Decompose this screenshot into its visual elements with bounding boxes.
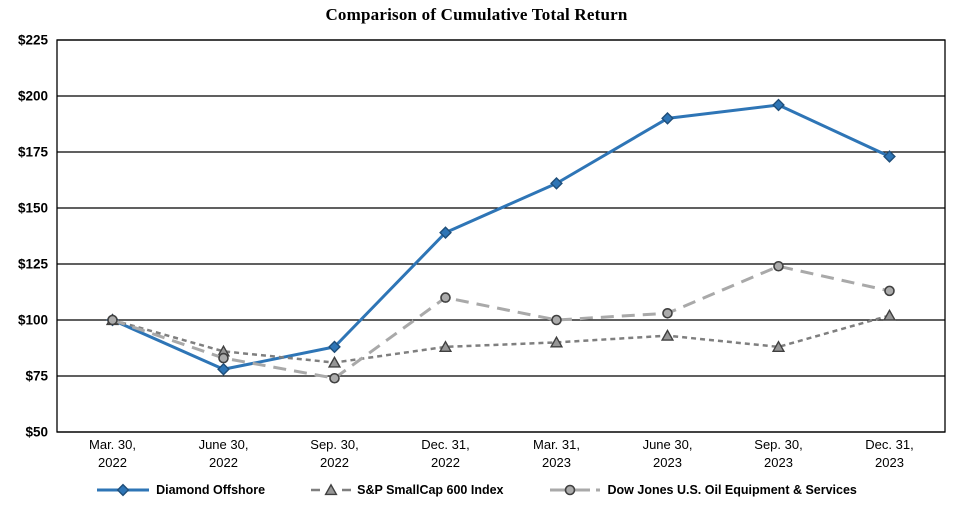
x-tick-label: June 30, <box>199 437 249 452</box>
circle-marker-icon <box>884 285 895 297</box>
x-tick-label: Dec. 31, <box>421 437 469 452</box>
y-tick-label: $50 <box>25 425 48 440</box>
diamond-offshore-legend-marker-icon <box>97 483 150 497</box>
legend-item-dow-jones-oil-equipment-services: Dow Jones U.S. Oil Equipment & Services <box>549 483 857 497</box>
plot-area: $225 $200 $175 $150 $125 $100 $75 $50 Mar. 30, 20… <box>18 33 946 470</box>
x-tick-label: 2022 <box>98 455 127 470</box>
legend-item-sp-smallcap-600-index: S&P SmallCap 600 Index <box>311 483 504 497</box>
y-tick-label: $200 <box>18 89 48 104</box>
circle-marker-icon <box>551 314 562 326</box>
y-tick-label: $125 <box>18 257 49 272</box>
triangle-marker-icon <box>438 340 453 352</box>
series-dow-jones-u-s-oil-equipment-services <box>107 260 895 384</box>
x-tick-label: Sep. 30, <box>310 437 358 452</box>
y-tick-label: $225 <box>18 33 49 48</box>
diamond-marker-icon <box>883 150 896 163</box>
x-tick-label: 2023 <box>764 455 793 470</box>
circle-marker-icon <box>773 260 784 272</box>
series-s-p-smallcap-600-index <box>105 308 897 368</box>
x-axis-labels: Mar. 30, 2022 June 30, 2022 Sep. 30, 2022 Dec.… <box>89 437 914 470</box>
diamond-marker-icon <box>550 176 563 190</box>
legend-label-dow-jones-oil-equipment-services: Dow Jones U.S. Oil Equipment & Services <box>607 483 857 497</box>
triangle-marker-icon <box>771 340 786 352</box>
x-tick-label: June 30, <box>643 437 693 452</box>
plot-frame <box>56 39 946 433</box>
legend-label-sp-smallcap-600-index: S&P SmallCap 600 Index <box>357 483 504 497</box>
circle-marker-icon <box>218 352 229 364</box>
y-tick-label: $75 <box>25 369 48 384</box>
y-tick-label: $175 <box>18 145 49 160</box>
y-axis-labels: $225 $200 $175 $150 $125 $100 $75 $50 <box>18 33 49 440</box>
diamond-marker-icon <box>328 340 341 354</box>
circle-marker-icon <box>440 292 451 303</box>
x-tick-label: 2022 <box>209 455 238 470</box>
series-line <box>111 103 891 371</box>
x-tick-label: Sep. 30, <box>754 437 802 452</box>
dow-jones-legend-marker-icon <box>549 484 600 496</box>
legend-item-diamond-offshore: Diamond Offshore <box>96 483 265 497</box>
series-diamond-offshore <box>106 98 896 376</box>
chart-title: Comparison of Cumulative Total Return <box>325 5 628 24</box>
circle-marker-icon <box>329 372 340 384</box>
series-line <box>112 264 890 380</box>
x-tick-label: 2022 <box>320 455 349 470</box>
legend-label-diamond-offshore: Diamond Offshore <box>156 483 266 497</box>
triangle-marker-icon <box>324 483 338 496</box>
x-tick-label: 2023 <box>542 455 571 470</box>
diamond-marker-icon <box>439 226 452 240</box>
triangle-marker-icon <box>327 355 342 368</box>
chart-legend: Diamond Offshore S&P SmallCap 600 Index … <box>0 483 953 497</box>
triangle-marker-icon <box>882 308 897 321</box>
circle-marker-icon <box>564 484 575 496</box>
x-tick-label: Mar. 31, <box>533 437 580 452</box>
diamond-marker-icon <box>116 483 130 497</box>
x-tick-label: 2023 <box>875 455 904 470</box>
y-tick-label: $100 <box>18 313 48 328</box>
triangle-marker-icon <box>660 329 675 341</box>
triangle-marker-icon <box>549 335 564 348</box>
circle-marker-icon <box>107 314 118 326</box>
sp-smallcap-legend-marker-icon <box>311 483 352 496</box>
y-tick-label: $150 <box>18 201 48 216</box>
x-tick-label: Mar. 30, <box>89 437 136 452</box>
diamond-marker-icon <box>217 362 230 376</box>
x-tick-label: 2022 <box>431 455 460 470</box>
circle-marker-icon <box>662 307 673 319</box>
x-tick-label: 2023 <box>653 455 682 470</box>
diamond-marker-icon <box>772 98 785 112</box>
x-tick-label: Dec. 31, <box>865 437 913 452</box>
gridlines <box>57 39 945 433</box>
diamond-marker-icon <box>661 112 674 125</box>
